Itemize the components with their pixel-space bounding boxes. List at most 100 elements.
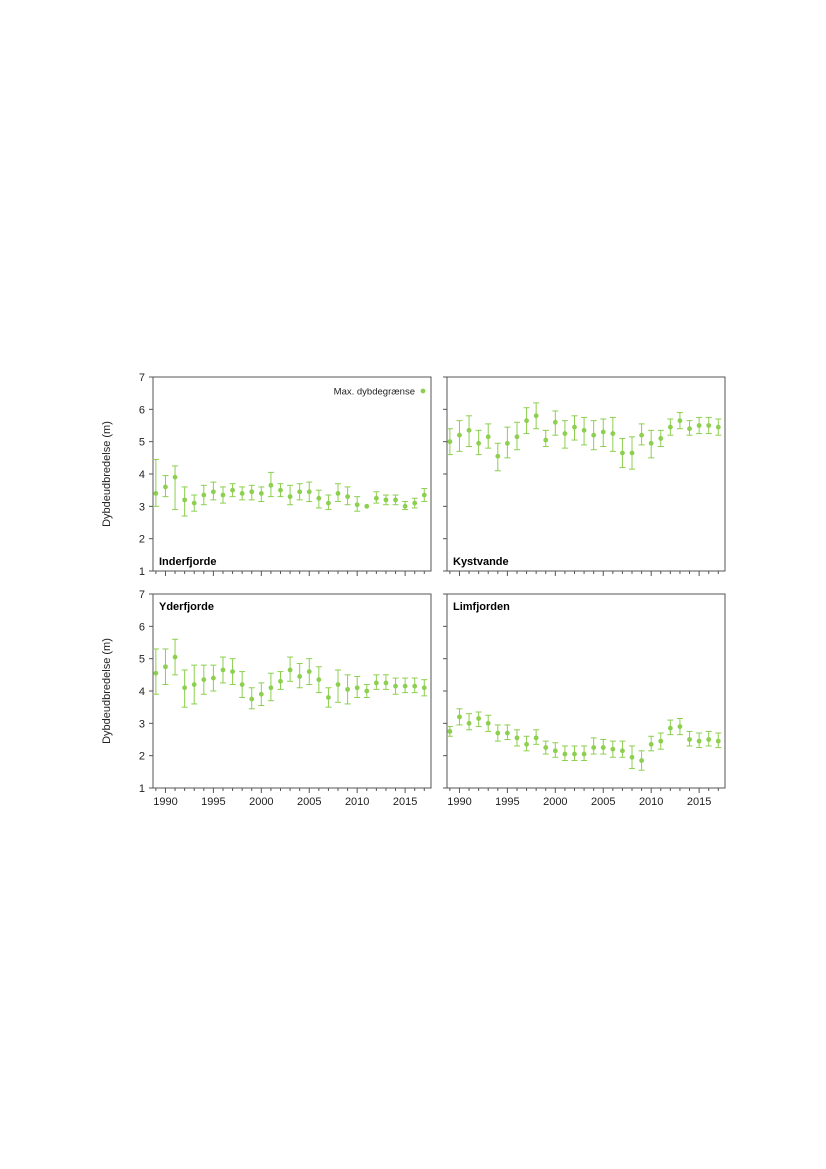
- data-point: [278, 678, 283, 684]
- data-point: [172, 474, 178, 480]
- data-point: [629, 450, 635, 456]
- data-point: [504, 730, 510, 736]
- data-point: [667, 725, 673, 731]
- data-point: [610, 431, 616, 436]
- data-point: [600, 429, 606, 435]
- legend-marker: [420, 388, 426, 394]
- y-tick-label: 6: [139, 621, 145, 633]
- x-tick-label: 2010: [639, 796, 663, 808]
- panel-title: Limfjorden: [453, 601, 510, 613]
- data-point: [514, 735, 520, 741]
- data-point: [383, 680, 389, 686]
- y-tick-label: 3: [139, 718, 145, 730]
- data-point: [297, 489, 303, 495]
- data-point: [201, 492, 207, 498]
- data-point: [648, 741, 654, 747]
- data-point: [476, 440, 482, 446]
- data-point: [191, 682, 197, 687]
- data-point: [354, 685, 360, 691]
- data-point: [667, 424, 673, 430]
- data-point: [316, 677, 322, 683]
- data-point: [677, 418, 683, 424]
- data-point: [153, 491, 159, 496]
- data-point: [364, 503, 370, 509]
- legend-label: Max. dybdegrænse: [334, 387, 415, 398]
- data-point: [393, 683, 398, 689]
- data-point: [335, 491, 341, 496]
- data-point: [562, 751, 568, 757]
- x-tick-label: 1995: [201, 796, 225, 808]
- y-tick-label: 7: [139, 589, 145, 601]
- data-point: [600, 745, 606, 750]
- data-point: [373, 495, 379, 501]
- y-tick-label: 5: [139, 437, 145, 449]
- data-point: [457, 432, 462, 438]
- data-point: [373, 680, 379, 686]
- data-point: [639, 432, 644, 438]
- data-point: [268, 685, 274, 691]
- y-tick-label: 5: [139, 654, 145, 666]
- x-tick-label: 2015: [687, 796, 711, 808]
- data-point: [249, 489, 255, 495]
- data-point: [485, 434, 491, 440]
- data-point: [306, 489, 312, 495]
- data-point: [210, 489, 216, 495]
- panel-title: Kystvande: [453, 556, 509, 568]
- data-point: [610, 746, 616, 752]
- data-point: [412, 683, 418, 689]
- data-point: [447, 729, 453, 734]
- data-point: [495, 453, 501, 459]
- data-point: [648, 440, 654, 446]
- data-point: [354, 502, 360, 508]
- chart-panel: 1 2 3 4 5 6 7 Dybdeudbredelse (m) Inderfjorde Max…: [101, 372, 432, 578]
- data-point: [562, 431, 568, 436]
- data-point: [696, 738, 702, 744]
- y-tick-label: 3: [139, 501, 145, 513]
- data-point: [524, 741, 529, 747]
- x-tick-label: 2010: [345, 796, 369, 808]
- data-point: [326, 695, 331, 700]
- x-tick-label: 2005: [591, 796, 615, 808]
- x-tick-label: 1990: [153, 796, 177, 808]
- data-point: [581, 427, 587, 433]
- panel-title: Yderfjorde: [159, 601, 214, 613]
- x-tick-label: 2000: [543, 796, 567, 808]
- x-tick-label: 2000: [249, 796, 273, 808]
- data-point: [658, 738, 664, 744]
- data-point: [153, 670, 159, 676]
- data-point: [715, 424, 721, 430]
- data-point: [552, 419, 558, 425]
- data-point: [239, 491, 245, 496]
- data-point: [297, 674, 303, 679]
- y-tick-label: 4: [139, 469, 145, 481]
- data-point: [421, 492, 427, 498]
- data-point: [485, 720, 491, 726]
- data-point: [163, 664, 168, 670]
- y-tick-label: 6: [139, 404, 145, 416]
- chart-panel: Kystvande: [443, 376, 726, 576]
- data-point: [715, 738, 721, 744]
- data-point: [543, 745, 549, 750]
- data-point: [466, 427, 472, 433]
- data-point: [620, 748, 625, 754]
- data-point: [572, 424, 577, 430]
- panel-title: Inderfjorde: [159, 556, 216, 568]
- data-point: [658, 436, 664, 441]
- x-tick-label: 2005: [297, 796, 321, 808]
- data-point: [402, 503, 408, 509]
- data-point: [706, 423, 712, 428]
- data-point: [191, 500, 197, 506]
- data-point: [421, 685, 427, 691]
- data-point: [326, 500, 331, 506]
- data-point: [514, 434, 520, 440]
- data-point: [476, 716, 482, 721]
- data-point: [210, 675, 216, 681]
- x-tick-label: 1995: [495, 796, 519, 808]
- data-point: [591, 745, 597, 750]
- data-point: [345, 494, 350, 500]
- data-point: [533, 413, 539, 419]
- data-point: [447, 439, 453, 445]
- data-point: [629, 754, 635, 760]
- data-point: [258, 691, 264, 697]
- data-point: [572, 751, 577, 757]
